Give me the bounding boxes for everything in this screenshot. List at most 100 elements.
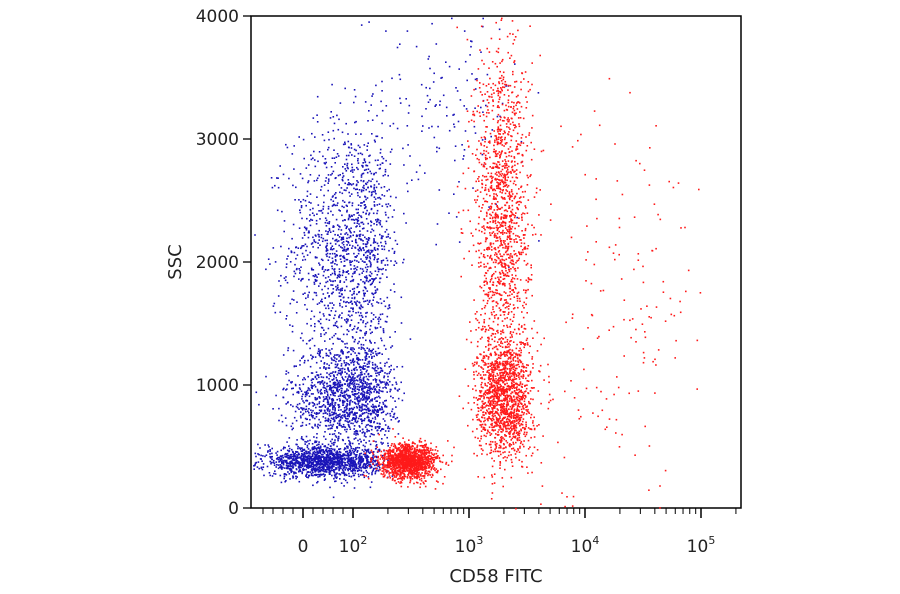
data-point [364, 465, 367, 468]
data-point [374, 409, 377, 411]
data-point [363, 184, 365, 187]
data-point [343, 474, 346, 477]
data-point [348, 460, 350, 463]
data-point [356, 357, 358, 360]
data-point [319, 464, 322, 466]
data-point [316, 177, 319, 179]
data-point [358, 234, 361, 236]
data-point [340, 384, 343, 386]
data-point [525, 289, 527, 292]
data-point [331, 205, 334, 207]
data-point [351, 469, 354, 472]
data-point [353, 453, 356, 455]
data-point [359, 466, 361, 469]
data-point [496, 281, 499, 283]
data-point [346, 211, 348, 213]
data-point [523, 301, 525, 304]
data-point [516, 343, 518, 346]
data-point [367, 361, 370, 363]
data-point [374, 388, 376, 390]
data-point [493, 188, 496, 191]
data-point [393, 252, 396, 254]
data-point [340, 391, 342, 394]
data-point [327, 189, 329, 192]
data-point [318, 412, 321, 414]
data-point [365, 332, 367, 335]
data-point [317, 412, 319, 415]
data-point [358, 447, 361, 449]
data-point [314, 323, 316, 325]
data-point [365, 441, 367, 444]
data-point [262, 463, 265, 465]
data-point [321, 268, 324, 270]
data-point [478, 216, 480, 219]
data-point [345, 285, 348, 288]
data-point [328, 349, 331, 352]
data-point [376, 223, 378, 226]
data-point [374, 418, 377, 420]
data-point [362, 280, 364, 283]
data-point [349, 244, 351, 246]
data-point [338, 355, 340, 358]
data-point [362, 366, 364, 368]
data-point [361, 316, 364, 318]
data-point [499, 118, 502, 121]
data-point [324, 405, 327, 407]
data-point [285, 263, 288, 265]
data-point [376, 327, 379, 329]
data-point [343, 448, 346, 451]
data-point [379, 367, 382, 369]
data-point [503, 130, 506, 132]
data-point [334, 476, 337, 478]
data-point [512, 121, 514, 124]
data-point [292, 458, 294, 460]
data-point [332, 260, 334, 263]
data-point [362, 458, 365, 460]
data-point [301, 453, 303, 455]
data-point [304, 464, 307, 466]
data-point [352, 337, 354, 339]
data-point [300, 201, 302, 203]
data-point [360, 176, 363, 178]
data-point [368, 393, 371, 396]
data-point [358, 358, 360, 360]
data-point [367, 476, 370, 478]
data-point [360, 305, 363, 308]
data-point [499, 183, 502, 186]
data-point [290, 251, 293, 254]
data-point [315, 292, 317, 294]
data-point [283, 220, 286, 222]
data-point [340, 254, 342, 257]
data-point [502, 240, 505, 242]
data-point [370, 383, 373, 385]
data-point [366, 353, 369, 355]
data-point [353, 265, 356, 267]
data-point [283, 387, 285, 390]
data-point [395, 262, 398, 264]
data-point [365, 424, 368, 426]
data-point [311, 465, 314, 468]
data-point [502, 183, 505, 185]
data-point [370, 283, 373, 285]
data-point [371, 119, 374, 121]
data-point [358, 395, 360, 397]
data-point [293, 457, 295, 459]
data-point [303, 401, 305, 404]
data-point [386, 315, 389, 318]
data-point [373, 172, 375, 175]
data-point [370, 465, 373, 468]
data-point [262, 466, 265, 468]
data-point [360, 415, 362, 417]
data-point [510, 253, 512, 255]
data-point [344, 87, 346, 90]
data-point [349, 379, 352, 381]
data-point [363, 200, 365, 203]
data-point [371, 278, 373, 280]
data-point [336, 364, 339, 367]
data-point [487, 295, 489, 298]
data-point [346, 347, 349, 349]
data-point [322, 208, 324, 210]
data-point [379, 313, 382, 316]
data-point [344, 443, 347, 445]
data-point [501, 160, 504, 162]
